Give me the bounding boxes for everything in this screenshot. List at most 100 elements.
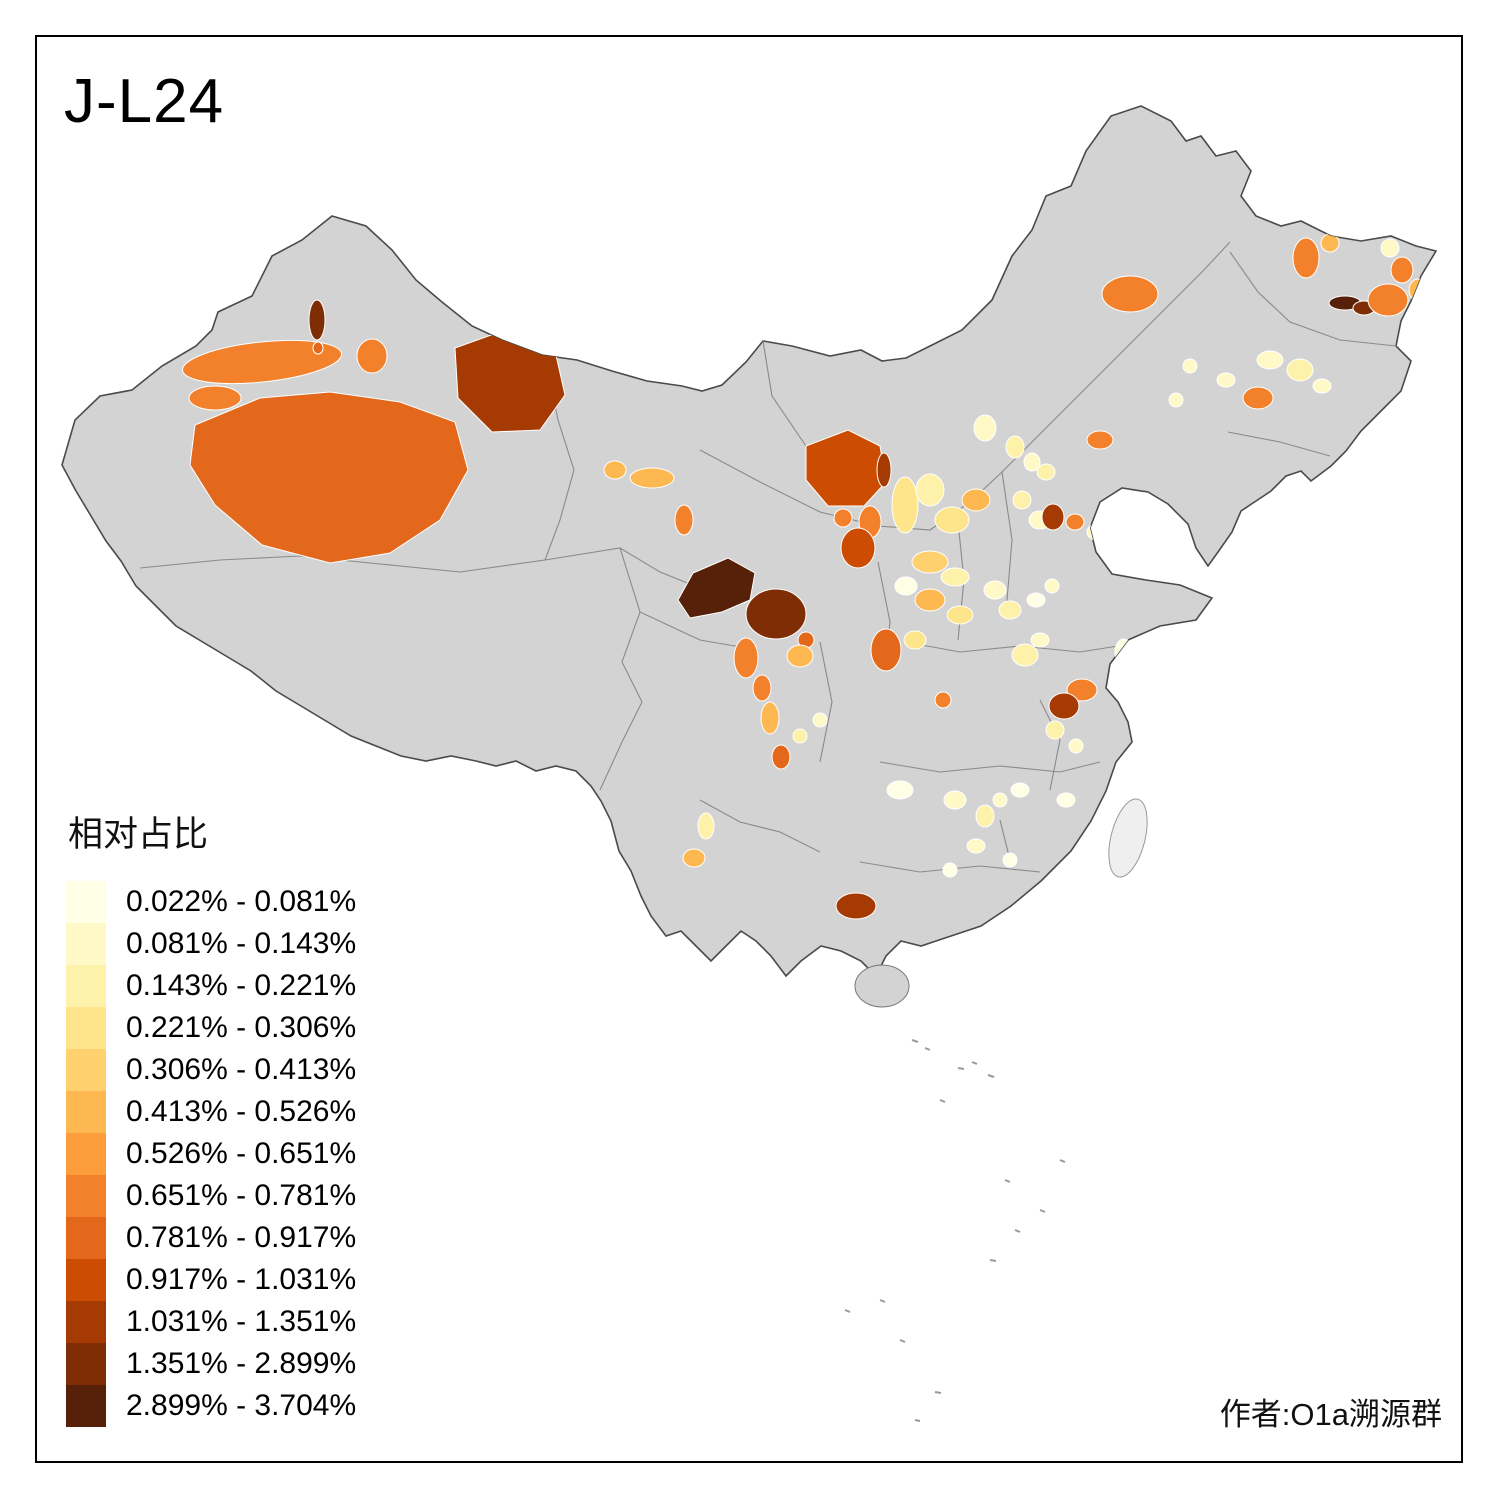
legend-row: 0.781% - 0.917% <box>66 1217 356 1259</box>
map-region <box>786 644 814 668</box>
map-region <box>1367 283 1409 317</box>
map-region <box>1390 256 1414 284</box>
map-region <box>840 527 876 569</box>
legend-swatch <box>66 1091 106 1133</box>
legend-rows: 0.022% - 0.081% 0.081% - 0.143% 0.143% -… <box>66 881 356 1427</box>
map-region <box>674 504 694 536</box>
map-region <box>876 452 892 488</box>
map-region <box>189 391 469 564</box>
legend-label: 0.651% - 0.781% <box>126 1179 357 1212</box>
map-region <box>1066 678 1098 702</box>
map-region <box>760 701 780 735</box>
map-region <box>771 744 791 770</box>
plot-frame <box>35 35 1463 1463</box>
taiwan-island <box>1108 798 1148 878</box>
legend-row: 0.143% - 0.221% <box>66 965 356 1007</box>
legend-row: 0.917% - 1.031% <box>66 1259 356 1301</box>
legend-label: 0.081% - 0.143% <box>126 927 357 960</box>
hainan-island <box>854 964 910 1008</box>
map-region <box>983 580 1007 600</box>
map-region <box>1086 430 1114 450</box>
map-region <box>752 674 772 702</box>
china-mainland <box>61 105 1438 978</box>
legend-row: 0.022% - 0.081% <box>66 881 356 923</box>
map-region <box>356 338 388 374</box>
legend-label: 1.351% - 2.899% <box>126 1347 357 1380</box>
map-region <box>934 506 970 534</box>
map-region <box>603 460 627 480</box>
legend-swatch <box>66 1049 106 1091</box>
map-region <box>911 550 949 574</box>
legend-swatch <box>66 1175 106 1217</box>
map-region <box>792 728 808 744</box>
legend-row: 1.031% - 1.351% <box>66 1301 356 1343</box>
legend-label: 0.526% - 0.651% <box>126 1137 357 1170</box>
map-region <box>733 637 759 679</box>
map-region <box>1056 792 1076 808</box>
map-region <box>943 790 967 810</box>
map-region <box>1380 238 1400 258</box>
map-region <box>1408 278 1428 302</box>
map-region <box>1012 490 1032 510</box>
map-region <box>998 600 1022 620</box>
map-region <box>870 628 902 672</box>
map-region <box>1005 435 1025 459</box>
sea-islands-icon <box>844 1039 1066 1422</box>
map-region <box>1292 237 1320 279</box>
map-region <box>942 862 958 878</box>
map-region <box>1312 378 1332 394</box>
author-credit: 作者:O1a溯源群 <box>1219 1397 1442 1432</box>
legend-row: 0.081% - 0.143% <box>66 923 356 965</box>
map-region <box>1026 592 1046 608</box>
map-region <box>886 780 914 800</box>
legend-swatch <box>66 923 106 965</box>
legend-label: 0.413% - 0.526% <box>126 1095 357 1128</box>
legend-row: 1.351% - 2.899% <box>66 1343 356 1385</box>
map-region <box>1002 852 1018 868</box>
map-region <box>1011 643 1039 667</box>
map-region <box>812 712 828 728</box>
map-region <box>973 414 997 442</box>
map-region <box>1045 720 1065 740</box>
plot-title: J-L24 <box>64 67 225 136</box>
map-region <box>992 792 1008 808</box>
legend-title: 相对占比 <box>68 815 209 854</box>
legend-row: 0.651% - 0.781% <box>66 1175 356 1217</box>
map-region <box>1168 392 1184 408</box>
map-region <box>1286 358 1314 382</box>
map-region <box>1106 548 1126 564</box>
legend-row: 0.306% - 0.413% <box>66 1049 356 1091</box>
legend: 相对占比 0.022% - 0.081% 0.081% - 0.143% 0.1… <box>66 806 356 1427</box>
map-region <box>1065 513 1085 531</box>
legend-label: 0.022% - 0.081% <box>126 885 357 918</box>
map-region <box>1030 632 1050 648</box>
map-region <box>891 476 919 534</box>
map-region <box>682 848 706 868</box>
map-region <box>1036 463 1056 481</box>
map-region <box>181 339 343 385</box>
map-region <box>1101 275 1159 313</box>
map-region <box>308 299 326 341</box>
map-region <box>1048 692 1080 720</box>
legend-label: 1.031% - 1.351% <box>126 1305 357 1338</box>
map-region <box>1010 782 1030 798</box>
map-region <box>835 892 877 920</box>
map-region <box>188 385 242 411</box>
legend-swatch <box>66 965 106 1007</box>
legend-swatch <box>66 1217 106 1259</box>
colored-regions <box>181 233 1428 920</box>
map-region <box>961 488 991 512</box>
legend-swatch <box>66 1301 106 1343</box>
map-region <box>894 576 918 596</box>
legend-swatch <box>66 1259 106 1301</box>
map-region <box>833 508 853 528</box>
map-region <box>1256 350 1284 370</box>
legend-row: 0.413% - 0.526% <box>66 1091 356 1133</box>
map-region <box>946 605 974 625</box>
legend-label: 0.306% - 0.413% <box>126 1053 357 1086</box>
legend-row: 0.526% - 0.651% <box>66 1133 356 1175</box>
map-region <box>312 341 324 355</box>
map-region <box>629 467 675 489</box>
legend-label: 0.917% - 1.031% <box>126 1263 357 1296</box>
